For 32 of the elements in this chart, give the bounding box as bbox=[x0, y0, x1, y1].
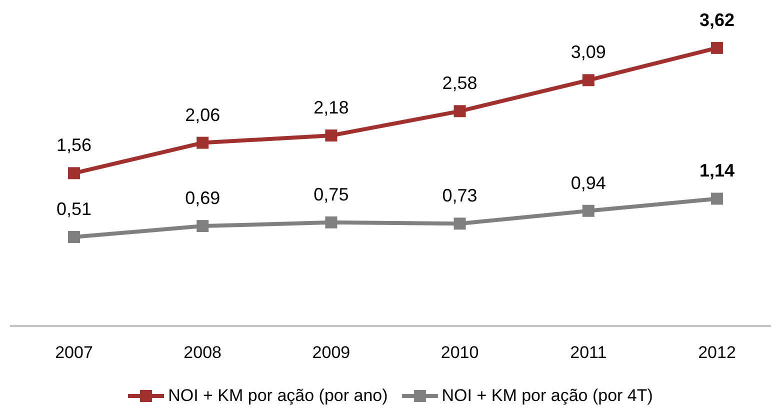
point bbox=[68, 167, 80, 180]
data-label: 2,06 bbox=[185, 104, 220, 125]
data-label: 1,56 bbox=[56, 135, 92, 156]
data-label: 0,51 bbox=[56, 198, 92, 219]
data-label: 0,75 bbox=[314, 184, 349, 204]
point bbox=[582, 204, 594, 217]
data-label: 0,69 bbox=[185, 188, 220, 208]
data-label: 0,94 bbox=[570, 172, 606, 193]
point bbox=[711, 192, 723, 205]
x-tick-label: 2007 bbox=[55, 343, 93, 362]
x-tick-label: 2008 bbox=[184, 343, 222, 362]
data-label: 1,14 bbox=[699, 160, 735, 181]
data-label: 2,58 bbox=[442, 73, 478, 94]
data-label: 0,73 bbox=[442, 186, 478, 206]
data-label: 2,18 bbox=[314, 97, 349, 118]
legend-label: NOI + KM por ação (por ano) bbox=[167, 386, 388, 406]
point bbox=[68, 230, 80, 243]
data-label: 3,09 bbox=[570, 42, 606, 62]
x-tick-label: 2010 bbox=[440, 343, 479, 362]
point bbox=[454, 105, 466, 118]
point bbox=[582, 74, 594, 86]
point bbox=[711, 42, 723, 54]
point bbox=[325, 216, 338, 228]
legend-label: NOI + KM por ação (por 4T) bbox=[440, 386, 653, 406]
data-label: 3,62 bbox=[699, 10, 735, 30]
x-tick-label: 2011 bbox=[570, 343, 607, 362]
point bbox=[325, 129, 338, 142]
point bbox=[196, 136, 209, 149]
x-tick-label: 2012 bbox=[698, 343, 736, 362]
point bbox=[454, 218, 466, 230]
x-tick-label: 2009 bbox=[312, 343, 350, 362]
point bbox=[196, 220, 209, 232]
